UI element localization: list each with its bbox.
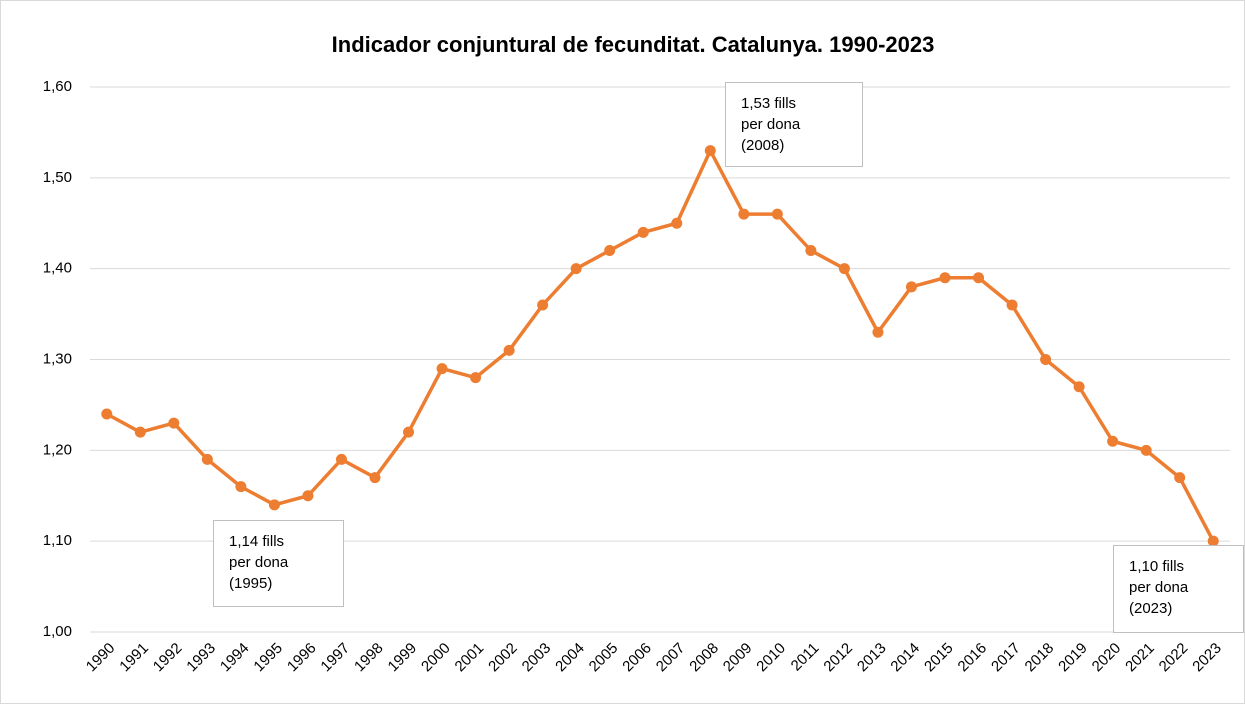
y-tick-label: 1,20 <box>43 441 72 458</box>
annotation-text: (1995) <box>229 575 272 592</box>
data-point <box>1073 381 1085 393</box>
data-point <box>235 481 247 493</box>
chart-title: Indicador conjuntural de fecunditat. Cat… <box>332 32 935 57</box>
data-point <box>168 417 180 429</box>
data-point <box>537 299 549 311</box>
data-point <box>1006 299 1018 311</box>
annotation-text: per dona <box>1129 579 1189 596</box>
data-point <box>268 499 280 511</box>
annotation-text: (2023) <box>1129 600 1172 617</box>
y-tick-label: 1,60 <box>43 78 72 95</box>
y-tick-label: 1,50 <box>43 169 72 186</box>
data-point <box>369 472 381 484</box>
annotation-text: per dona <box>229 554 289 571</box>
data-point <box>805 245 817 256</box>
data-point <box>470 372 482 384</box>
annotation-box <box>725 82 863 167</box>
data-point <box>1174 472 1186 484</box>
data-point <box>973 272 985 284</box>
annotation-text: per dona <box>741 116 801 133</box>
y-tick-label: 1,40 <box>43 260 72 277</box>
annotation-text: 1,14 fills <box>229 533 284 550</box>
data-point <box>637 226 649 238</box>
data-point <box>1040 354 1052 365</box>
data-point <box>771 208 783 220</box>
annotation-box <box>1113 545 1244 633</box>
data-point <box>905 281 917 293</box>
data-point <box>1140 444 1152 456</box>
annotation-text: (2008) <box>741 137 784 154</box>
data-line <box>105 148 1215 542</box>
data-point <box>872 326 884 338</box>
data-point <box>201 453 213 465</box>
data-point <box>134 426 146 438</box>
data-point <box>436 363 448 375</box>
data-point <box>1207 535 1219 547</box>
annotation-text: 1,10 fills <box>1129 558 1184 575</box>
data-point <box>838 263 850 275</box>
y-tick-label: 1,30 <box>43 350 72 367</box>
data-point <box>335 453 347 465</box>
data-point <box>604 245 616 256</box>
data-point <box>503 344 515 356</box>
data-point <box>1107 435 1119 447</box>
data-point <box>939 272 951 284</box>
data-point <box>671 217 683 229</box>
y-tick-label: 1,00 <box>43 623 72 640</box>
data-point <box>403 426 415 438</box>
y-tick-label: 1,10 <box>43 532 72 549</box>
annotation-box <box>213 520 344 607</box>
annotation-text: 1,53 fills <box>741 95 796 112</box>
data-point <box>302 490 314 502</box>
data-point <box>101 408 113 420</box>
data-point <box>704 145 716 157</box>
data-point <box>738 208 750 220</box>
data-point <box>570 263 582 275</box>
